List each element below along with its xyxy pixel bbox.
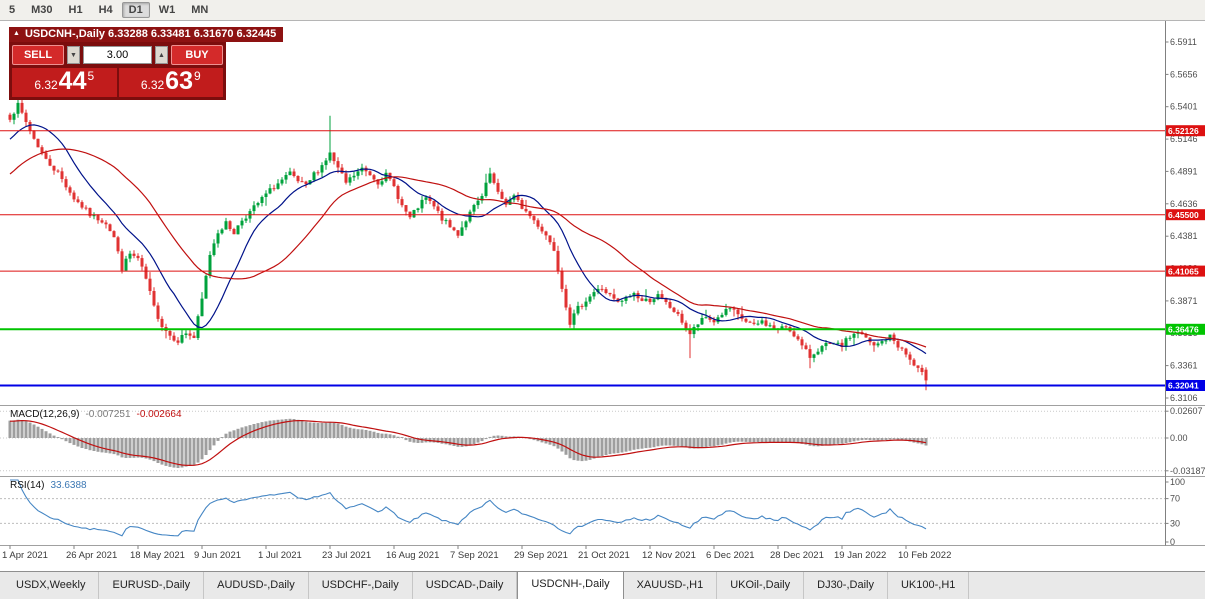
ask-big-digits: 63 [165, 67, 193, 95]
date-axis: 1 Apr 2021 26 Apr 2021 18 May 2021 9 Jun 20… [2, 545, 951, 561]
tab-usdx-weekly[interactable]: USDX,Weekly [3, 572, 100, 599]
chart-title: ▲ USDCNH-,Daily 6.33288 6.33481 6.31670 … [9, 27, 284, 42]
macd-value-main: -0.007251 [85, 409, 131, 420]
rsi-value: 33.6388 [50, 480, 87, 491]
macd-axis: 0.02607 0.00 -0.03187 [1165, 406, 1205, 476]
timeframe-5[interactable]: 5 [9, 4, 16, 16]
timeframe-h4[interactable]: H4 [98, 4, 113, 16]
chart-title-text: USDCNH-,Daily 6.33288 6.33481 6.31670 6.… [24, 28, 277, 40]
one-click-trading-panel: SELL ▼ ▲ BUY 6.32 44 5 6.32 63 9 [9, 42, 226, 100]
svg-text:-0.03187: -0.03187 [1170, 466, 1205, 476]
timeframe-m30[interactable]: M30 [31, 4, 53, 16]
svg-text:6.45500: 6.45500 [1168, 210, 1199, 220]
svg-text:16 Aug 2021: 16 Aug 2021 [386, 550, 439, 561]
svg-text:23 Jul 2021: 23 Jul 2021 [322, 550, 371, 561]
svg-text:18 May 2021: 18 May 2021 [130, 550, 185, 561]
price-axis-tag: 6.36476 [1166, 323, 1205, 335]
svg-text:7 Sep 2021: 7 Sep 2021 [450, 550, 499, 561]
lot-increase-button[interactable]: ▲ [155, 46, 168, 64]
panel-collapse-icon[interactable]: ▲ [13, 30, 20, 37]
tab-eurusd-daily[interactable]: EURUSD-,Daily [99, 572, 205, 599]
quote-row: 6.32 44 5 6.32 63 9 [12, 68, 223, 97]
svg-text:100: 100 [1170, 477, 1185, 487]
rsi-axis: 100 70 30 0 [1165, 477, 1185, 547]
svg-text:6 Dec 2021: 6 Dec 2021 [706, 550, 755, 561]
svg-text:9 Jun 2021: 9 Jun 2021 [194, 550, 241, 561]
rsi-name: RSI(14) [10, 480, 45, 491]
tab-uk100-h1[interactable]: UK100-,H1 [888, 572, 970, 599]
svg-text:6.52126: 6.52126 [1168, 126, 1199, 136]
bid-price[interactable]: 6.32 44 5 [12, 68, 117, 97]
price-axis: 6.5911 6.5656 6.5401 6.5146 6.4891 6.4636 6.43… [1165, 37, 1205, 403]
svg-text:6.5401: 6.5401 [1170, 102, 1198, 112]
tab-ukoil-daily[interactable]: UKOil-,Daily [717, 572, 805, 599]
bid-prefix: 6.32 [34, 78, 58, 92]
chart-tab-bar: USDX,Weekly EURUSD-,Daily AUDUSD-,Daily USD… [0, 571, 1205, 599]
svg-text:0: 0 [1170, 537, 1175, 547]
svg-text:30: 30 [1170, 518, 1180, 528]
bid-big-digits: 44 [58, 67, 87, 95]
svg-text:6.36476: 6.36476 [1168, 325, 1199, 335]
macd-histogram [0, 410, 1165, 472]
lot-size-input[interactable] [83, 46, 152, 64]
timeframe-toolbar: 5 M30 H1 H4 D1 W1 MN [0, 0, 1205, 21]
svg-text:6.3106: 6.3106 [1170, 393, 1198, 403]
timeframe-mn[interactable]: MN [191, 4, 209, 16]
svg-text:6.4891: 6.4891 [1170, 166, 1198, 176]
macd-indicator-label: MACD(12,26,9) -0.007251 -0.002664 [10, 409, 182, 420]
svg-text:21 Oct 2021: 21 Oct 2021 [578, 550, 630, 561]
timeframe-h1[interactable]: H1 [68, 4, 83, 16]
tab-audusd-daily[interactable]: AUDUSD-,Daily [204, 572, 309, 599]
svg-text:0.02607: 0.02607 [1170, 406, 1203, 416]
sell-button[interactable]: SELL [12, 45, 64, 65]
trade-controls-row: SELL ▼ ▲ BUY [12, 45, 223, 65]
tab-usdcnh-daily[interactable]: USDCNH-,Daily [517, 571, 624, 599]
svg-text:0.00: 0.00 [1170, 433, 1188, 443]
svg-text:6.3361: 6.3361 [1170, 361, 1198, 371]
svg-text:6.41065: 6.41065 [1168, 266, 1199, 276]
svg-text:1 Apr 2021: 1 Apr 2021 [2, 550, 48, 561]
macd-name: MACD(12,26,9) [10, 409, 80, 420]
ask-price[interactable]: 6.32 63 9 [118, 67, 223, 97]
buy-button[interactable]: BUY [171, 45, 223, 65]
macd-signal-line [9, 419, 927, 467]
svg-text:6.3871: 6.3871 [1170, 296, 1198, 306]
svg-text:1 Jul 2021: 1 Jul 2021 [258, 550, 302, 561]
svg-text:6.5146: 6.5146 [1170, 134, 1198, 144]
horizontal-level-lines[interactable] [0, 130, 1165, 387]
bid-pipette: 5 [87, 69, 95, 83]
rsi-line [0, 479, 1165, 537]
rsi-indicator-label: RSI(14) 33.6388 [10, 480, 87, 491]
tab-usdcad-daily[interactable]: USDCAD-,Daily [413, 572, 518, 599]
lot-decrease-button[interactable]: ▼ [67, 46, 80, 64]
price-axis-tag: 6.32041 [1166, 380, 1205, 391]
svg-text:6.5911: 6.5911 [1170, 37, 1197, 47]
candlestick-series[interactable] [8, 99, 928, 391]
price-axis-tag: 6.52126 [1166, 125, 1205, 137]
timeframe-d1[interactable]: D1 [121, 2, 150, 18]
svg-text:10 Feb 2022: 10 Feb 2022 [898, 550, 951, 561]
svg-text:6.32041: 6.32041 [1168, 381, 1199, 391]
svg-text:19 Jan 2022: 19 Jan 2022 [834, 550, 886, 561]
timeframe-w1[interactable]: W1 [158, 4, 176, 16]
svg-text:29 Sep 2021: 29 Sep 2021 [514, 550, 568, 561]
price-axis-tag: 6.45500 [1166, 209, 1205, 221]
svg-text:6.5656: 6.5656 [1170, 69, 1198, 79]
svg-text:28 Dec 2021: 28 Dec 2021 [770, 550, 824, 561]
chart-canvas[interactable]: 6.5911 6.5656 6.5401 6.5146 6.4891 6.4636 6.43… [0, 21, 1205, 571]
svg-text:12 Nov 2021: 12 Nov 2021 [642, 550, 696, 561]
svg-text:26 Apr 2021: 26 Apr 2021 [66, 550, 117, 561]
ask-pipette: 9 [193, 69, 201, 83]
svg-text:70: 70 [1170, 494, 1180, 504]
tab-xauusd-h1[interactable]: XAUUSD-,H1 [624, 572, 718, 599]
svg-text:6.4636: 6.4636 [1170, 199, 1198, 209]
ask-prefix: 6.32 [140, 78, 165, 92]
svg-text:6.4381: 6.4381 [1170, 231, 1198, 241]
tab-usdchf-daily[interactable]: USDCHF-,Daily [309, 572, 413, 599]
tab-dj30-daily[interactable]: DJ30-,Daily [804, 572, 888, 599]
macd-value-signal: -0.002664 [136, 409, 182, 420]
moving-average-lines [9, 124, 927, 355]
price-axis-tag: 6.41065 [1166, 265, 1205, 277]
